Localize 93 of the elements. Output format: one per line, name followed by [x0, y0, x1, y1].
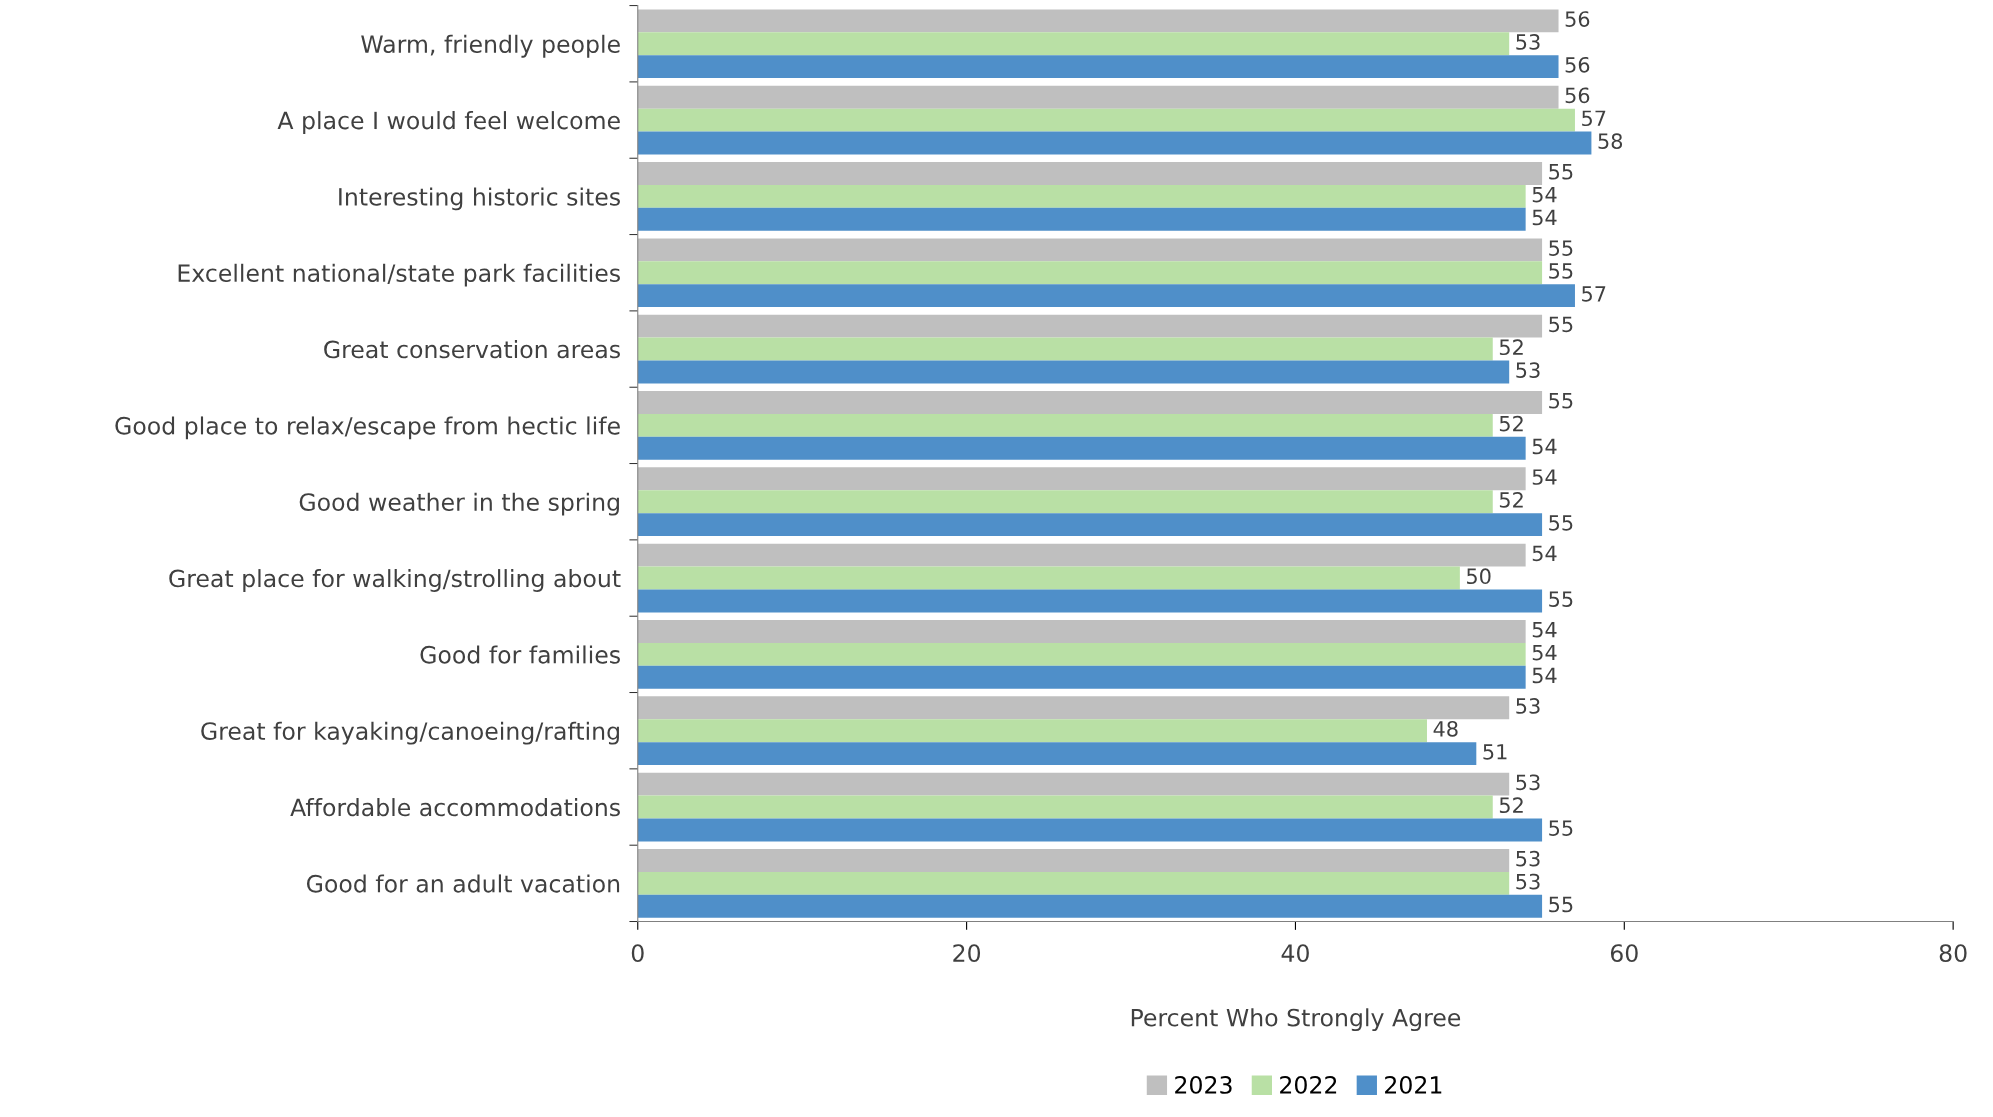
data-label: 55	[1549, 240, 1573, 256]
bar	[637, 131, 1592, 155]
data-label: 56	[1565, 87, 1590, 104]
data-label: 55	[1549, 263, 1573, 279]
data-label: 57	[1582, 286, 1606, 302]
data-label: 53	[1516, 873, 1540, 890]
y-tick-label: Good weather in the spring	[299, 492, 619, 516]
bar	[637, 665, 1526, 689]
bar	[637, 772, 1510, 796]
y-tick-label: Excellent national/state park facilities	[178, 263, 620, 287]
y-tick-label: A place I would feel welcome	[277, 111, 620, 134]
data-label: 55	[1549, 164, 1573, 180]
x-tick-label: 60	[1610, 944, 1638, 963]
bar	[637, 513, 1543, 537]
bar	[637, 543, 1526, 567]
y-tick-label: Good for families	[420, 645, 620, 664]
data-label: 54	[1532, 469, 1557, 485]
bar	[637, 391, 1543, 414]
data-label: 52	[1499, 339, 1523, 356]
y-tick-label: Interesting historic sites	[339, 187, 620, 211]
x-tick-label: 80	[1939, 944, 1967, 963]
bar	[637, 871, 1510, 895]
bar	[637, 566, 1460, 590]
y-tick-label: Good for an adult vacation	[306, 874, 620, 893]
bar	[637, 696, 1510, 720]
data-label: 48	[1433, 720, 1458, 737]
bar	[637, 360, 1510, 384]
bar	[637, 85, 1559, 109]
legend-label: 2022	[1280, 1076, 1337, 1094]
bar	[637, 261, 1543, 285]
bar	[637, 818, 1543, 842]
data-label: 54	[1532, 667, 1557, 684]
bar	[637, 719, 1427, 743]
data-label: 54	[1532, 545, 1557, 562]
data-label: 55	[1549, 896, 1573, 913]
data-label: 54	[1532, 644, 1557, 661]
legend-label: 2021	[1385, 1076, 1442, 1094]
data-label: 54	[1532, 438, 1557, 455]
data-label: 54	[1532, 186, 1557, 203]
data-label: 52	[1499, 797, 1523, 814]
bar	[637, 55, 1559, 79]
x-tick-label: 40	[1281, 944, 1309, 963]
bar	[637, 894, 1543, 918]
data-label: 54	[1532, 209, 1557, 226]
bar	[637, 337, 1493, 361]
data-label: 53	[1516, 362, 1540, 379]
bar	[637, 490, 1493, 514]
data-label: 55	[1549, 393, 1573, 409]
data-label: 56	[1565, 56, 1590, 73]
data-label: 55	[1549, 316, 1573, 333]
data-label: 52	[1499, 492, 1523, 508]
legend-label: 2023	[1175, 1076, 1232, 1094]
bar	[637, 314, 1543, 338]
bar	[637, 284, 1575, 308]
bar	[637, 413, 1493, 437]
data-label: 50	[1467, 568, 1491, 585]
bar	[637, 849, 1510, 872]
data-label: 56	[1565, 11, 1590, 27]
bar	[637, 589, 1543, 613]
data-label: 55	[1549, 515, 1573, 531]
y-tick-label: Warm, friendly people	[361, 34, 620, 58]
y-tick-label: Affordable accommodations	[290, 798, 620, 817]
data-label: 52	[1499, 415, 1523, 432]
bar	[637, 620, 1526, 643]
bar	[637, 642, 1526, 666]
data-label: 54	[1532, 622, 1557, 638]
x-tick-label: 0	[631, 944, 644, 963]
y-tick-label: Great place for walking/strolling about	[169, 569, 621, 592]
data-label: 53	[1516, 774, 1540, 791]
bar	[637, 162, 1543, 185]
data-label: 53	[1516, 34, 1540, 50]
x-axis-title: Percent Who Strongly Agree	[1131, 1008, 1461, 1032]
bar	[637, 108, 1575, 132]
bar	[637, 742, 1477, 766]
bar	[637, 9, 1559, 33]
bar	[637, 32, 1510, 56]
bar	[637, 467, 1526, 491]
bar	[637, 436, 1526, 460]
y-tick-label: Great conservation areas	[324, 340, 620, 359]
y-tick-label: Good place to relax/escape from hectic life	[115, 416, 620, 440]
data-label: 57	[1582, 110, 1606, 127]
data-label: 51	[1483, 744, 1507, 760]
x-tick-label: 20	[953, 944, 981, 963]
bar	[637, 795, 1493, 819]
bar	[637, 238, 1543, 262]
y-tick-label: Great for kayaking/canoeing/rafting	[201, 721, 619, 745]
bar	[637, 184, 1526, 208]
data-label: 55	[1549, 591, 1573, 607]
data-label: 53	[1516, 698, 1540, 714]
data-label: 55	[1549, 820, 1573, 836]
bar	[637, 207, 1526, 231]
data-label: 53	[1516, 850, 1540, 867]
data-label: 58	[1598, 133, 1623, 150]
